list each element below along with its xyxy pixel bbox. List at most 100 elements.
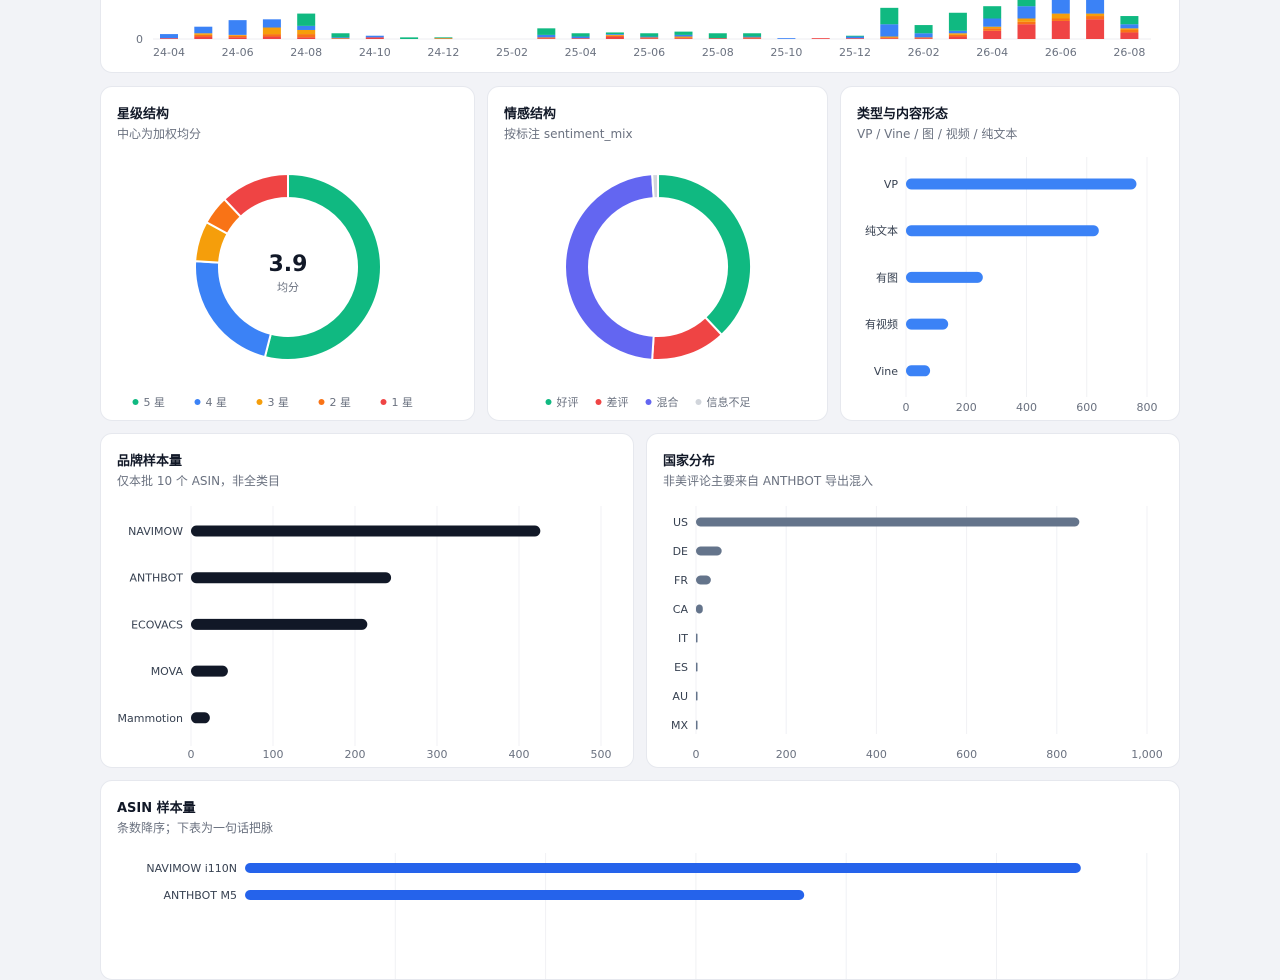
timeline-x-tick: 26-02 xyxy=(908,46,940,59)
country-category-label: US xyxy=(673,516,688,529)
brand-x-tick: 100 xyxy=(263,748,284,761)
brand-category-label: Mammotion xyxy=(118,712,183,725)
star-center-value: 3.9 xyxy=(269,252,308,277)
timeline-bar-segment xyxy=(1051,13,1070,19)
timeline-bar-segment xyxy=(948,34,967,37)
country-category-label: IT xyxy=(678,632,688,645)
timeline-bar-segment xyxy=(640,38,659,39)
brand-category-label: ECOVACS xyxy=(131,618,183,631)
timeline-bar-segment xyxy=(674,37,693,39)
sentiment-legend-label: 混合 xyxy=(657,395,679,409)
country-bar xyxy=(696,633,698,643)
timeline-bar-segment xyxy=(743,37,762,39)
asin-bar xyxy=(245,863,1081,873)
timeline-bar-segment xyxy=(605,34,624,36)
timeline-x-tick: 24-12 xyxy=(427,46,459,59)
timeline-bar-segment xyxy=(537,37,556,39)
country-bar xyxy=(696,691,698,701)
content-x-tick: 200 xyxy=(956,401,977,414)
timeline-bar-segment xyxy=(708,38,727,39)
timeline-bar-segment xyxy=(846,35,864,37)
country-bar xyxy=(696,575,711,585)
brand-x-tick: 400 xyxy=(509,748,530,761)
timeline-bar-segment xyxy=(262,19,281,28)
brand-category-label: NAVIMOW xyxy=(128,525,183,538)
star-legend-label: 1 星 xyxy=(392,396,414,409)
sentiment-title: 情感结构 xyxy=(504,107,557,122)
timeline-bar-segment xyxy=(331,37,350,39)
country-bar xyxy=(696,546,722,556)
star-card: 星级结构 中心为加权均分 3.9 均分 5 星 4 星 3 星 2 星 1 星 xyxy=(100,86,475,421)
star-legend-label: 4 星 xyxy=(206,396,228,409)
content-category-label: 纯文本 xyxy=(865,224,898,238)
timeline-bar-segment xyxy=(1086,0,1105,14)
timeline-bar-segment xyxy=(571,36,590,39)
timeline-bar-segment xyxy=(262,36,281,39)
country-bar xyxy=(696,517,1080,527)
country-category-label: FR xyxy=(674,574,688,587)
sentiment-legend-dot xyxy=(545,399,552,405)
star-legend-dot xyxy=(318,399,325,405)
timeline-bar-segment xyxy=(160,38,178,39)
country-x-tick: 800 xyxy=(1046,748,1067,761)
timeline-x-tick: 24-04 xyxy=(153,46,185,59)
content-subtitle: VP / Vine / 图 / 视频 / 纯文本 xyxy=(857,127,1018,141)
country-x-tick: 600 xyxy=(956,748,977,761)
timeline-bar-segment xyxy=(1051,18,1070,21)
timeline-bar-segment xyxy=(1051,0,1070,14)
timeline-bar-segment xyxy=(1120,28,1139,30)
sentiment-slice xyxy=(651,315,724,361)
timeline-bar-segment xyxy=(331,33,350,38)
timeline-bar-segment xyxy=(743,33,762,37)
sentiment-legend-label: 差评 xyxy=(607,395,629,409)
timeline-bar-segment xyxy=(811,38,830,39)
country-x-tick: 1,000 xyxy=(1131,748,1163,761)
timeline-bar-segment xyxy=(880,7,899,25)
timeline-bar-segment xyxy=(846,38,864,39)
timeline-bar-segment xyxy=(674,31,693,35)
timeline-x-tick: 26-08 xyxy=(1113,46,1145,59)
brand-category-label: MOVA xyxy=(151,665,184,678)
timeline-bar-segment xyxy=(777,38,796,39)
timeline-x-tick: 25-06 xyxy=(633,46,665,59)
star-legend-label: 5 星 xyxy=(144,396,166,409)
brand-bar xyxy=(191,572,392,584)
timeline-bar-segment xyxy=(537,28,556,35)
timeline-bar-segment xyxy=(983,30,1002,39)
star-legend-dot xyxy=(256,399,263,405)
timeline-bar-segment xyxy=(1017,18,1036,22)
timeline-bar-segment xyxy=(948,36,967,39)
brand-x-tick: 0 xyxy=(188,748,195,761)
sentiment-legend-dot xyxy=(695,399,702,405)
country-card: 国家分布 非美评论主要来自 ANTHBOT 导出混入 0 200 400 600 800… xyxy=(646,433,1180,768)
timeline-bar-segment xyxy=(297,37,316,39)
timeline-x-tick: 24-08 xyxy=(290,46,322,59)
brand-x-tick: 200 xyxy=(345,748,366,761)
timeline-bar-segment xyxy=(228,34,247,36)
star-legend-dot xyxy=(132,399,139,405)
star-slice xyxy=(194,260,273,359)
star-center-label: 均分 xyxy=(277,281,299,294)
content-category-label: 有图 xyxy=(876,270,898,284)
timeline-bar-segment xyxy=(194,36,213,39)
asin-subtitle: 条数降序；下表为一句话把脉 xyxy=(117,821,274,835)
star-donut-chart: 3.9 均分 5 星 4 星 3 星 2 星 1 星 xyxy=(132,172,414,409)
content-bar xyxy=(906,271,983,283)
country-bar xyxy=(696,662,698,672)
timeline-x-tick: 25-10 xyxy=(770,46,802,59)
timeline-bar-segment xyxy=(743,38,762,39)
country-x-tick: 400 xyxy=(866,748,887,761)
brand-title: 品牌样本量 xyxy=(117,454,183,469)
timeline-bar-segment xyxy=(1120,32,1139,39)
timeline-bar-segment xyxy=(434,37,453,39)
content-bar xyxy=(906,225,1099,237)
timeline-bar-segment xyxy=(331,38,350,39)
country-category-label: DE xyxy=(673,545,688,558)
timeline-bar-segment xyxy=(571,33,590,37)
content-x-tick: 400 xyxy=(1016,401,1037,414)
timeline-bar-segment xyxy=(1086,16,1105,20)
timeline-bar-segment xyxy=(571,38,590,39)
content-bar xyxy=(906,318,949,330)
timeline-bar-segment xyxy=(1086,19,1105,39)
